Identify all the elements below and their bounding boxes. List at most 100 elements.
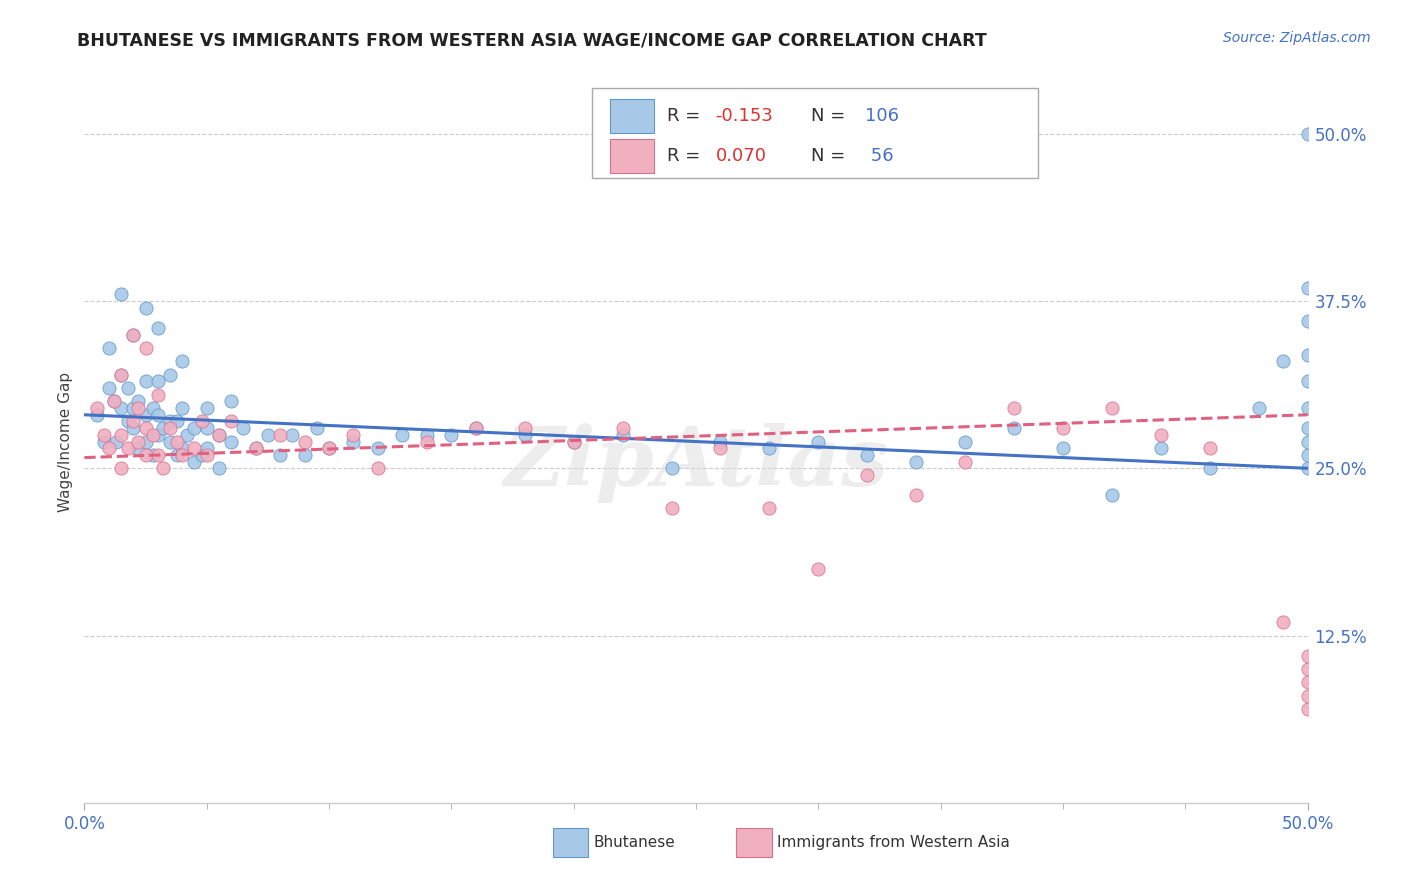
- Text: N =: N =: [811, 107, 851, 125]
- Point: [135, 434, 157, 449]
- Point: [117, 414, 139, 429]
- Point: [110, 287, 132, 301]
- Text: R =: R =: [666, 107, 706, 125]
- Point: [1101, 401, 1123, 416]
- Point: [1296, 675, 1319, 690]
- Point: [172, 448, 194, 462]
- Point: [191, 448, 214, 462]
- Point: [367, 442, 389, 455]
- Point: [1150, 442, 1173, 455]
- Point: [1296, 375, 1319, 389]
- Point: [127, 434, 149, 449]
- Point: [1002, 421, 1025, 435]
- Point: [661, 461, 683, 475]
- Point: [122, 414, 145, 429]
- Point: [305, 421, 328, 435]
- Point: [103, 394, 125, 409]
- Point: [1247, 401, 1270, 416]
- Point: [416, 434, 439, 449]
- Text: 0.070: 0.070: [716, 147, 766, 165]
- Text: ZipAtlas: ZipAtlas: [503, 423, 889, 503]
- Point: [146, 375, 169, 389]
- Point: [135, 448, 157, 462]
- Point: [97, 341, 120, 355]
- Point: [1296, 662, 1319, 676]
- Point: [159, 368, 181, 382]
- Point: [208, 427, 231, 442]
- Point: [1101, 488, 1123, 502]
- Point: [807, 562, 830, 576]
- Point: [953, 434, 976, 449]
- Point: [166, 448, 188, 462]
- Point: [1296, 434, 1319, 449]
- Point: [110, 427, 132, 442]
- Point: [1296, 401, 1319, 416]
- Point: [142, 401, 165, 416]
- Text: 106: 106: [865, 107, 898, 125]
- Point: [758, 501, 780, 516]
- Point: [86, 408, 108, 422]
- Point: [416, 427, 439, 442]
- Point: [159, 434, 181, 449]
- Point: [135, 375, 157, 389]
- Point: [856, 467, 879, 482]
- Point: [1296, 461, 1319, 475]
- Point: [195, 442, 218, 455]
- FancyBboxPatch shape: [592, 87, 1039, 178]
- Point: [513, 421, 536, 435]
- Point: [1198, 442, 1220, 455]
- Y-axis label: Wage/Income Gap: Wage/Income Gap: [58, 371, 73, 512]
- Point: [758, 442, 780, 455]
- Point: [122, 401, 145, 416]
- Point: [146, 408, 169, 422]
- Point: [93, 434, 115, 449]
- Point: [183, 442, 205, 455]
- Point: [176, 427, 198, 442]
- Text: R =: R =: [666, 147, 706, 165]
- Point: [1296, 421, 1319, 435]
- Point: [172, 442, 194, 455]
- Point: [110, 461, 132, 475]
- Point: [122, 327, 145, 342]
- Point: [195, 448, 218, 462]
- Point: [807, 434, 830, 449]
- Point: [562, 434, 585, 449]
- Point: [318, 442, 340, 455]
- Point: [661, 501, 683, 516]
- Point: [856, 448, 879, 462]
- Point: [709, 434, 731, 449]
- Point: [281, 427, 304, 442]
- Point: [232, 421, 254, 435]
- Point: [146, 321, 169, 335]
- Point: [367, 461, 389, 475]
- Point: [219, 414, 242, 429]
- Text: 56: 56: [865, 147, 893, 165]
- Point: [146, 448, 169, 462]
- Point: [391, 427, 413, 442]
- Point: [159, 414, 181, 429]
- Point: [1272, 615, 1295, 630]
- Point: [146, 387, 169, 401]
- Point: [135, 301, 157, 315]
- Point: [135, 341, 157, 355]
- Point: [135, 408, 157, 422]
- Point: [318, 442, 340, 455]
- Point: [142, 448, 165, 462]
- Point: [709, 442, 731, 455]
- Point: [166, 414, 188, 429]
- Text: -0.153: -0.153: [716, 107, 773, 125]
- Point: [110, 368, 132, 382]
- Point: [269, 427, 291, 442]
- Point: [294, 448, 316, 462]
- Point: [612, 427, 634, 442]
- Point: [1296, 648, 1319, 663]
- Point: [166, 434, 188, 449]
- Point: [110, 368, 132, 382]
- Point: [245, 442, 267, 455]
- Point: [146, 427, 169, 442]
- Point: [219, 434, 242, 449]
- Text: Bhutanese: Bhutanese: [593, 835, 675, 850]
- Point: [1002, 401, 1025, 416]
- Point: [172, 354, 194, 368]
- Point: [152, 421, 174, 435]
